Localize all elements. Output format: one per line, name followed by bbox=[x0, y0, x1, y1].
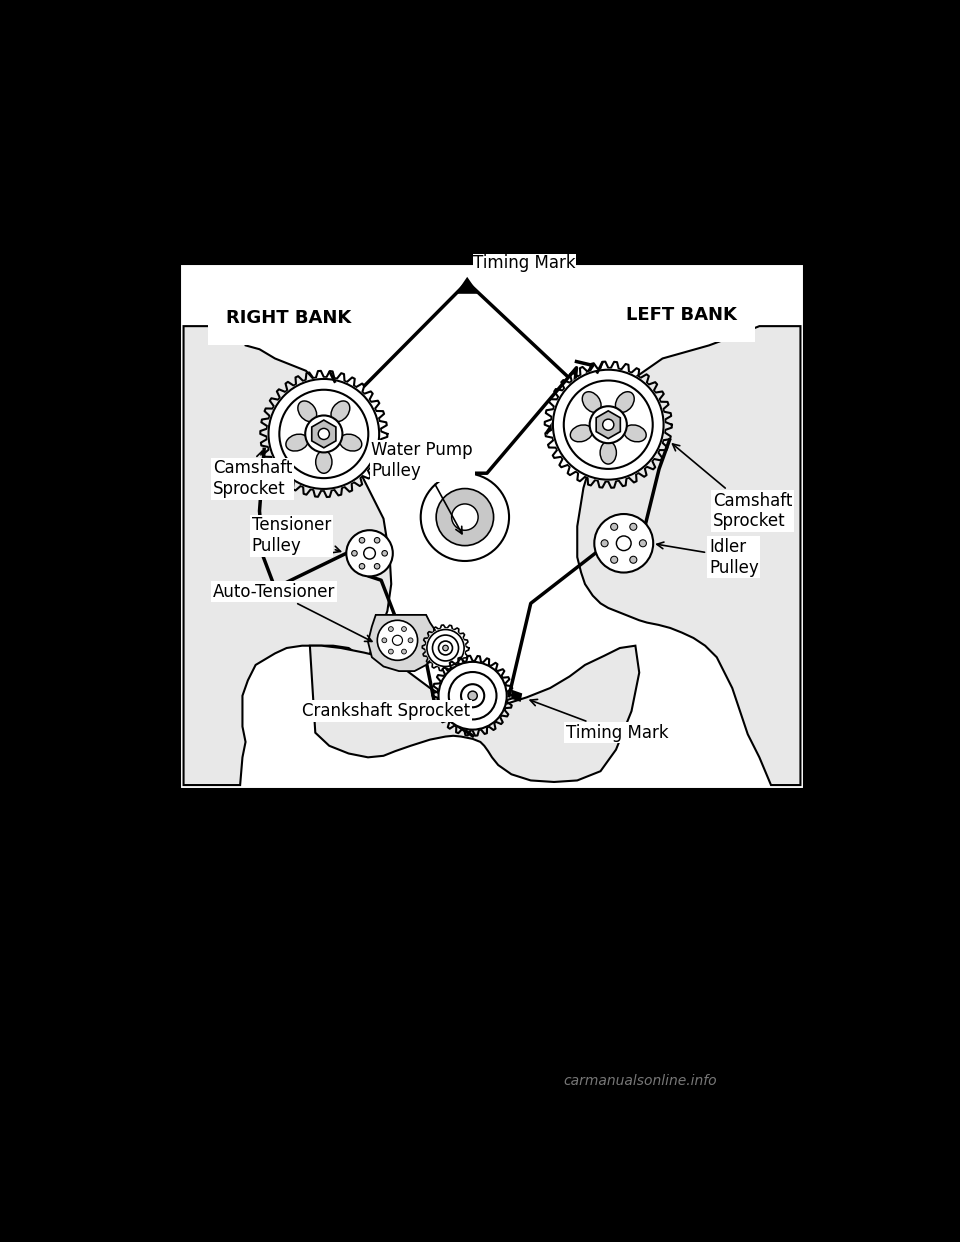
Circle shape bbox=[461, 684, 484, 707]
Circle shape bbox=[359, 564, 365, 569]
Circle shape bbox=[564, 380, 653, 469]
Text: LEFT BANK: LEFT BANK bbox=[627, 306, 737, 324]
Circle shape bbox=[382, 550, 388, 556]
Circle shape bbox=[351, 550, 357, 556]
Ellipse shape bbox=[340, 435, 362, 451]
Circle shape bbox=[319, 428, 329, 440]
Circle shape bbox=[616, 537, 631, 550]
Polygon shape bbox=[577, 327, 801, 785]
Text: RIGHT BANK: RIGHT BANK bbox=[227, 309, 351, 328]
Ellipse shape bbox=[286, 435, 308, 451]
Polygon shape bbox=[596, 411, 620, 438]
Circle shape bbox=[408, 638, 413, 642]
Text: Tensioner
Pulley: Tensioner Pulley bbox=[252, 517, 341, 555]
Circle shape bbox=[393, 636, 402, 646]
Polygon shape bbox=[512, 689, 522, 702]
Circle shape bbox=[439, 641, 452, 655]
Circle shape bbox=[389, 627, 394, 631]
Circle shape bbox=[377, 620, 418, 661]
Circle shape bbox=[374, 564, 380, 569]
Ellipse shape bbox=[570, 425, 592, 442]
Text: Timing Mark: Timing Mark bbox=[473, 255, 576, 272]
Circle shape bbox=[347, 530, 393, 576]
Polygon shape bbox=[244, 310, 263, 330]
Circle shape bbox=[438, 661, 507, 730]
Polygon shape bbox=[310, 646, 639, 782]
Polygon shape bbox=[183, 327, 392, 785]
Polygon shape bbox=[312, 420, 336, 448]
Circle shape bbox=[401, 650, 406, 655]
Ellipse shape bbox=[316, 451, 332, 473]
Circle shape bbox=[468, 691, 477, 700]
Circle shape bbox=[451, 504, 478, 530]
Text: Timing Mark: Timing Mark bbox=[530, 699, 668, 741]
Text: Camshaft
Sprocket: Camshaft Sprocket bbox=[213, 451, 293, 498]
Text: Crankshaft Sprocket: Crankshaft Sprocket bbox=[302, 702, 470, 720]
Polygon shape bbox=[725, 314, 740, 330]
Bar bbox=[180, 263, 804, 789]
Circle shape bbox=[389, 650, 394, 655]
Circle shape bbox=[552, 369, 665, 481]
Circle shape bbox=[630, 523, 636, 530]
Ellipse shape bbox=[624, 425, 646, 442]
Circle shape bbox=[594, 514, 653, 573]
Polygon shape bbox=[368, 615, 438, 671]
Text: Water Pump
Pulley: Water Pump Pulley bbox=[372, 441, 473, 534]
Circle shape bbox=[432, 635, 459, 661]
Circle shape bbox=[382, 638, 387, 642]
Circle shape bbox=[425, 628, 466, 668]
Ellipse shape bbox=[600, 441, 616, 465]
Ellipse shape bbox=[583, 391, 601, 412]
Circle shape bbox=[611, 556, 617, 564]
Text: 98J11436: 98J11436 bbox=[182, 802, 248, 817]
Ellipse shape bbox=[615, 391, 635, 412]
Text: Idler
Pulley: Idler Pulley bbox=[657, 538, 758, 576]
Circle shape bbox=[630, 556, 636, 564]
Circle shape bbox=[359, 538, 365, 543]
Circle shape bbox=[401, 627, 406, 631]
Circle shape bbox=[267, 378, 380, 491]
Circle shape bbox=[601, 540, 608, 546]
Circle shape bbox=[639, 540, 646, 546]
Ellipse shape bbox=[298, 401, 317, 421]
Circle shape bbox=[436, 488, 493, 545]
Circle shape bbox=[279, 390, 369, 478]
Circle shape bbox=[448, 672, 496, 719]
Text: carmanualsonline.info: carmanualsonline.info bbox=[564, 1074, 717, 1088]
Polygon shape bbox=[456, 277, 479, 294]
Circle shape bbox=[305, 416, 343, 452]
Ellipse shape bbox=[331, 401, 349, 421]
Circle shape bbox=[611, 523, 617, 530]
Circle shape bbox=[420, 473, 509, 561]
Circle shape bbox=[443, 646, 448, 651]
Circle shape bbox=[603, 419, 613, 430]
Text: Auto-Tensioner: Auto-Tensioner bbox=[213, 582, 372, 641]
Circle shape bbox=[364, 548, 375, 559]
Text: Camshaft
Sprocket: Camshaft Sprocket bbox=[673, 443, 792, 530]
Circle shape bbox=[374, 538, 380, 543]
Circle shape bbox=[589, 406, 627, 443]
